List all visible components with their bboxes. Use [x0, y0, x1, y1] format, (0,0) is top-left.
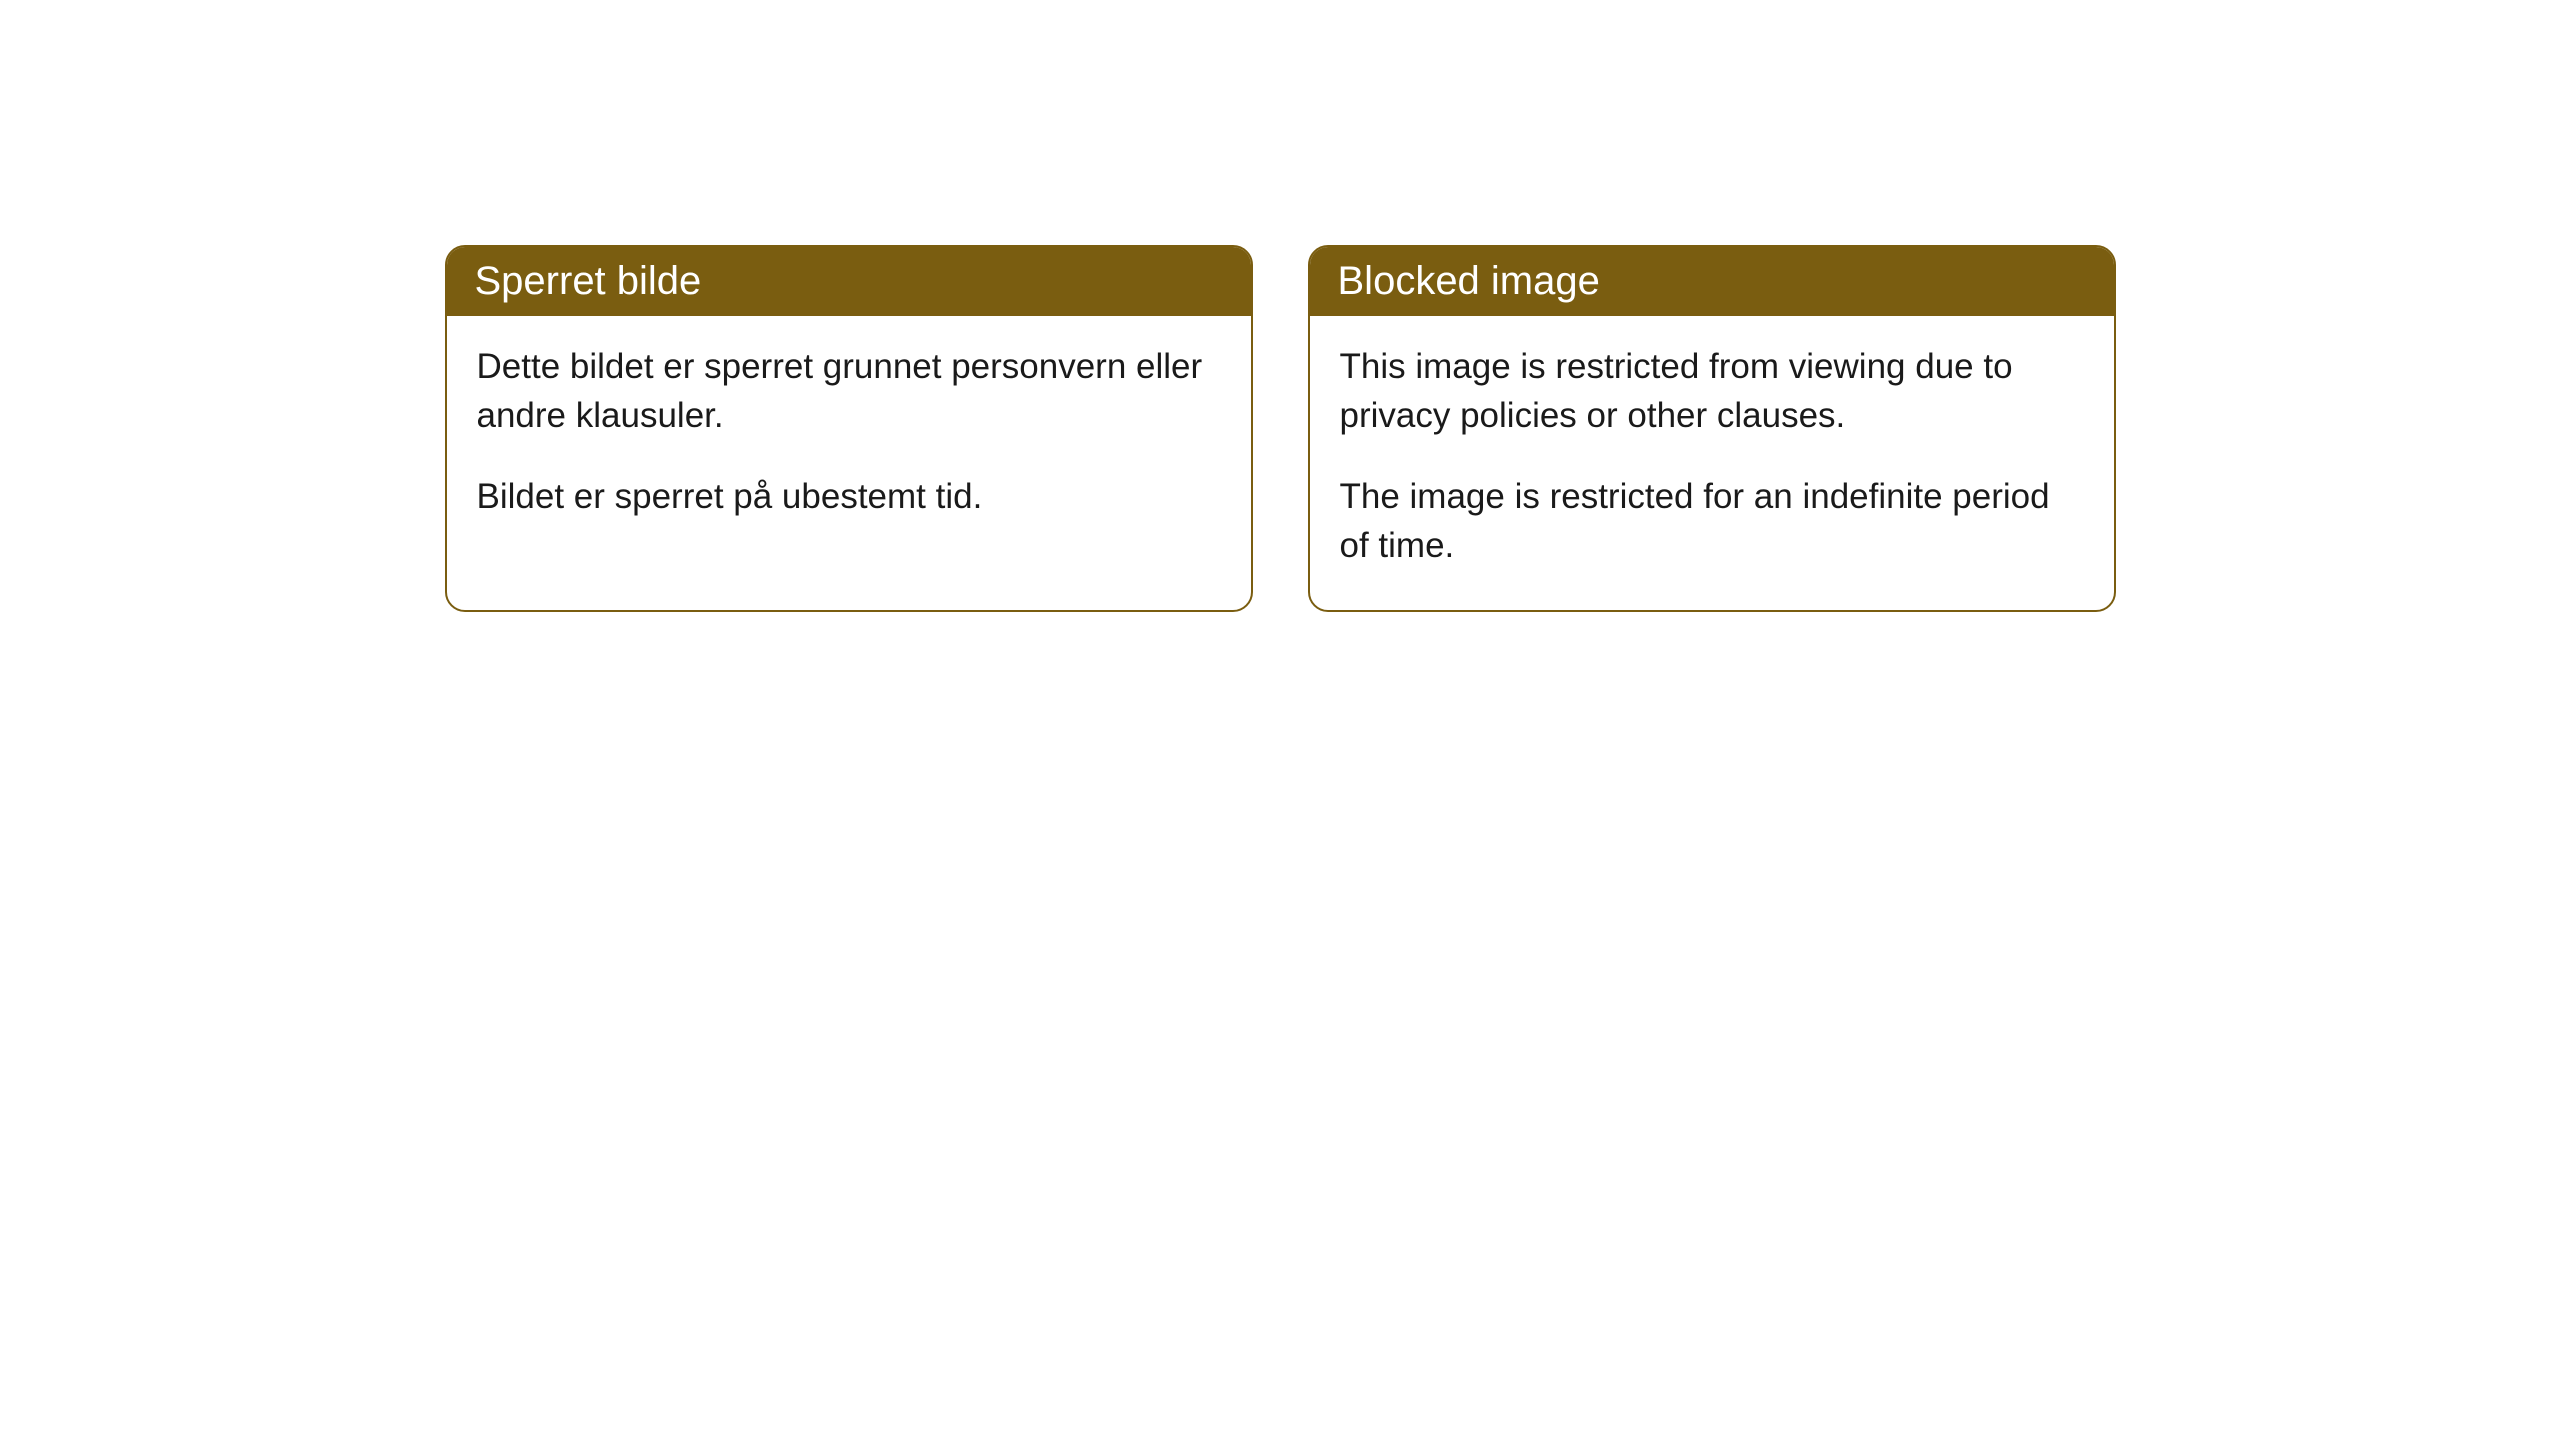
- card-text-norwegian-2: Bildet er sperret på ubestemt tid.: [477, 472, 1221, 521]
- card-body-norwegian: Dette bildet er sperret grunnet personve…: [447, 316, 1251, 561]
- card-body-english: This image is restricted from viewing du…: [1310, 316, 2114, 610]
- card-text-english-2: The image is restricted for an indefinit…: [1340, 472, 2084, 570]
- card-text-english-1: This image is restricted from viewing du…: [1340, 342, 2084, 440]
- blocked-image-card-english: Blocked image This image is restricted f…: [1308, 245, 2116, 612]
- card-title-norwegian: Sperret bilde: [447, 247, 1251, 316]
- blocked-image-card-norwegian: Sperret bilde Dette bildet er sperret gr…: [445, 245, 1253, 612]
- card-title-english: Blocked image: [1310, 247, 2114, 316]
- card-text-norwegian-1: Dette bildet er sperret grunnet personve…: [477, 342, 1221, 440]
- card-container: Sperret bilde Dette bildet er sperret gr…: [0, 245, 2560, 612]
